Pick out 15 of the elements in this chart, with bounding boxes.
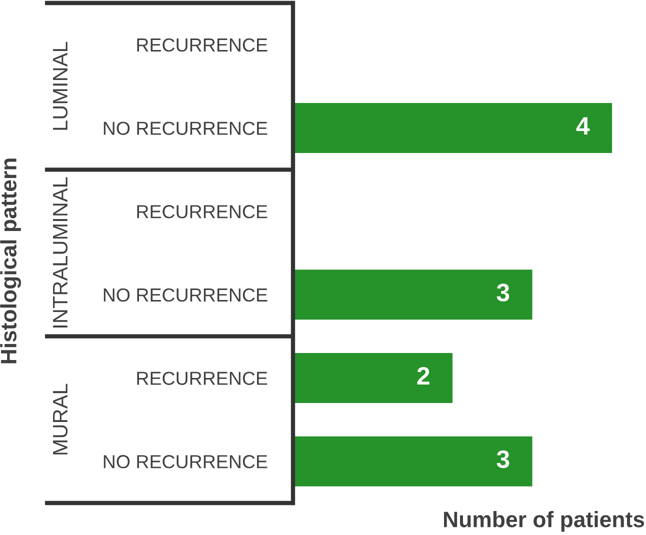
y-tick-label: NO RECURRENCE (104, 288, 268, 302)
y-tick-label: RECURRENCE (137, 38, 268, 52)
data-label: 3 (496, 284, 510, 302)
x-axis-title: Number of patients (444, 511, 644, 532)
data-label: 3 (496, 450, 510, 468)
y-axis-title: Histological pattern (0, 158, 21, 364)
text: MURAL (53, 384, 68, 454)
text: LUMINAL (53, 42, 68, 130)
data-label: 2 (417, 367, 430, 384)
data-label: 4 (576, 117, 590, 134)
text: INTRALUMINAL (53, 177, 68, 328)
y-tick-label: RECURRENCE (137, 372, 268, 385)
y-tick-label: RECURRENCE (137, 205, 268, 218)
y-tick-label: NO RECURRENCE (104, 455, 268, 468)
y-tick-label: NO RECURRENCE (104, 122, 268, 135)
